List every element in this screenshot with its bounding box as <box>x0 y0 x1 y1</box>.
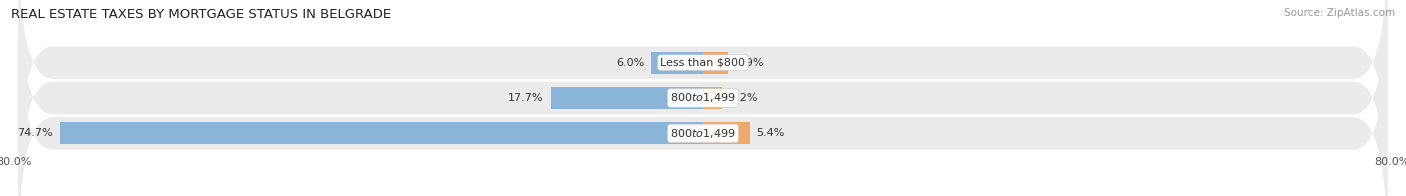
FancyBboxPatch shape <box>18 0 1388 188</box>
FancyBboxPatch shape <box>18 8 1388 196</box>
Bar <box>59 122 703 144</box>
Bar <box>551 87 703 109</box>
FancyBboxPatch shape <box>18 0 1388 196</box>
Bar <box>703 122 749 144</box>
Bar <box>703 87 721 109</box>
Bar <box>703 52 728 74</box>
Text: Source: ZipAtlas.com: Source: ZipAtlas.com <box>1284 8 1395 18</box>
Text: 5.4%: 5.4% <box>756 128 785 138</box>
Text: $800 to $1,499: $800 to $1,499 <box>671 92 735 104</box>
Text: 2.9%: 2.9% <box>735 58 763 68</box>
Text: 17.7%: 17.7% <box>508 93 544 103</box>
Text: REAL ESTATE TAXES BY MORTGAGE STATUS IN BELGRADE: REAL ESTATE TAXES BY MORTGAGE STATUS IN … <box>11 8 391 21</box>
Text: $800 to $1,499: $800 to $1,499 <box>671 127 735 140</box>
Text: 2.2%: 2.2% <box>728 93 758 103</box>
Text: 74.7%: 74.7% <box>17 128 53 138</box>
Text: Less than $800: Less than $800 <box>661 58 745 68</box>
Bar <box>651 52 703 74</box>
Text: 6.0%: 6.0% <box>616 58 644 68</box>
